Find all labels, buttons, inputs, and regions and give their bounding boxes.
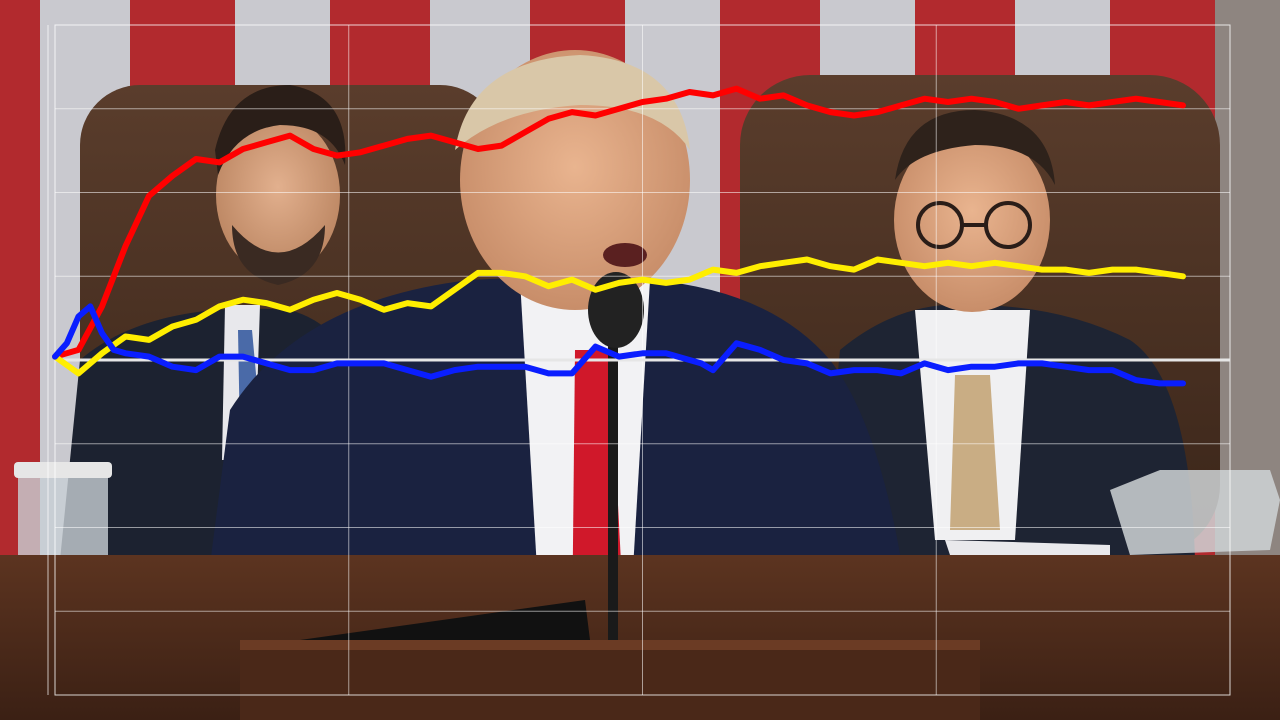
papers xyxy=(945,540,1110,555)
microphone xyxy=(588,272,644,640)
red-series-line xyxy=(52,85,1186,360)
chart-series xyxy=(52,85,1186,387)
blue-series-line xyxy=(52,303,1186,387)
water-glass xyxy=(14,462,112,560)
yellow-series-line xyxy=(52,256,1186,377)
podium xyxy=(240,640,980,720)
crystal-dish xyxy=(1110,470,1280,555)
